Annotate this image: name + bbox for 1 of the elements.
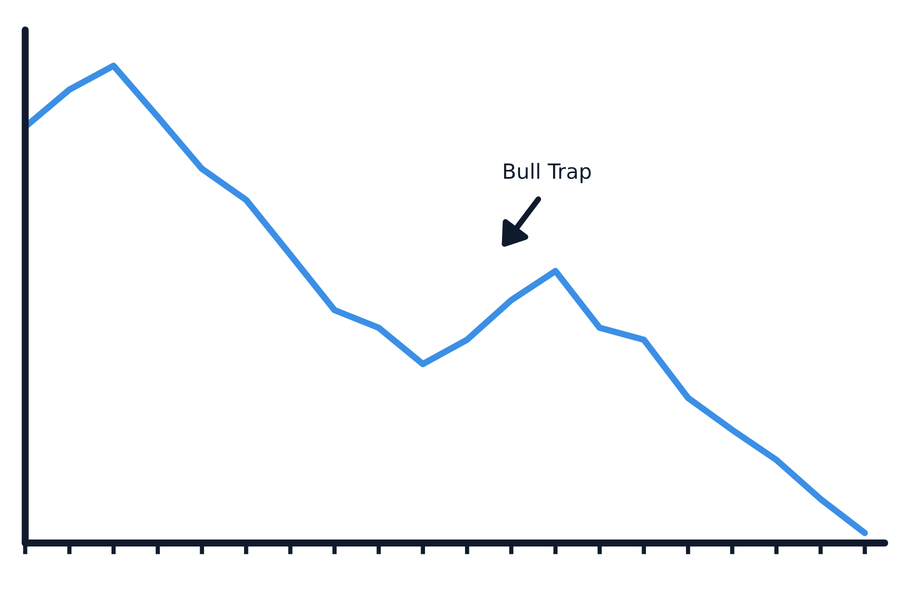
annotation: Bull Trap (504, 162, 591, 184)
